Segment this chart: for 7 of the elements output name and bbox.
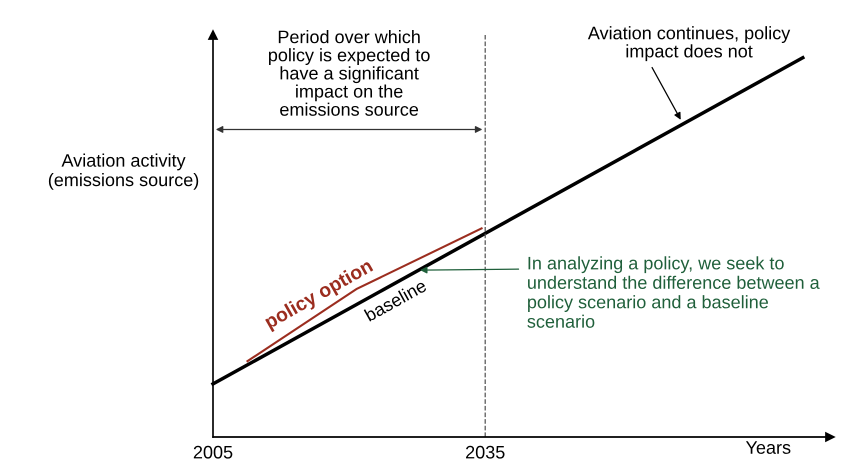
y-axis-title: Aviation activity (emissions source) — [48, 154, 198, 190]
annotation: In analyzing a policy, we seek to understand the difference between a policy scenario and a baseline scenario — [527, 256, 820, 328]
annotation: Aviation continues, policy impact does not — [588, 26, 790, 62]
annotation: Period over which policy is expected to have a significant impact on the emissions source — [268, 30, 430, 116]
x-tick-label: 2005 — [194, 446, 232, 459]
x-axis-title: Years — [746, 441, 790, 454]
x-tick-label: 2035 — [466, 446, 505, 459]
